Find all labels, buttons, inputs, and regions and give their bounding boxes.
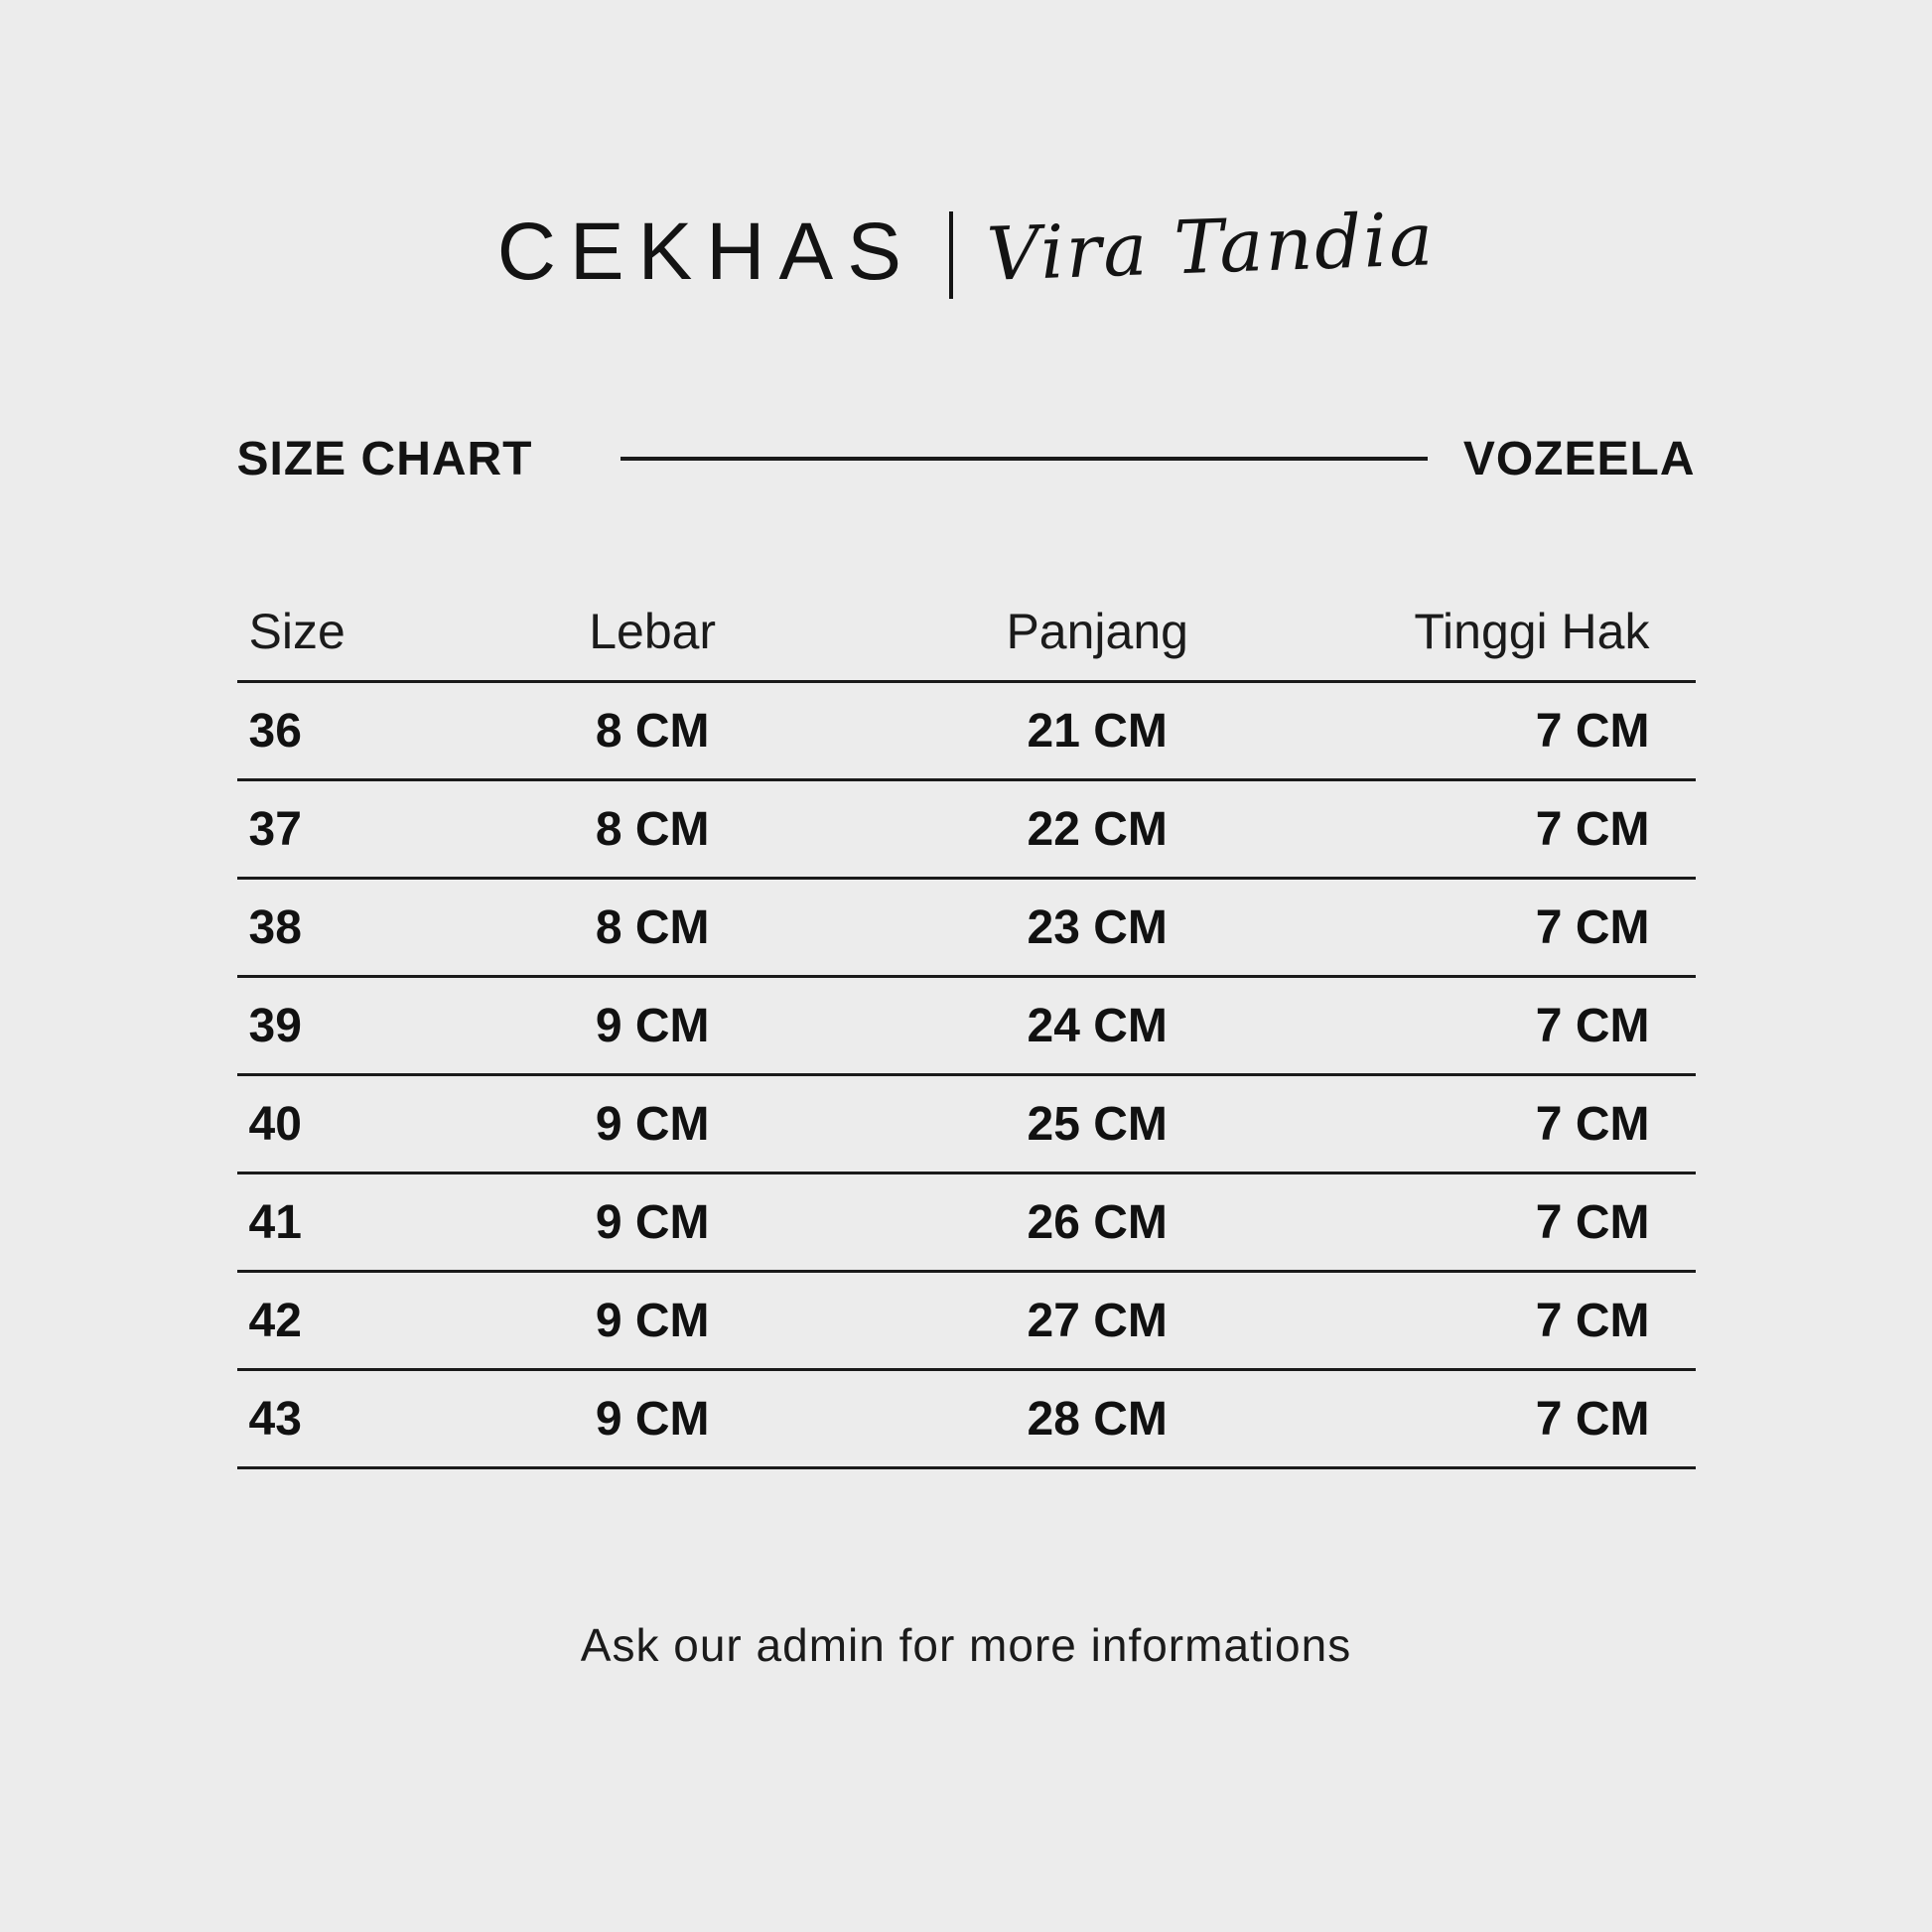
table-cell: 27 CM	[1027, 1294, 1168, 1347]
table-cell: 9 CM	[595, 1392, 710, 1446]
footer-note: Ask our admin for more informations	[580, 1619, 1352, 1671]
table-row: 39 9 CM 24 CM 7 CM	[236, 978, 1696, 1076]
size-table: Size Lebar Panjang Tinggi Hak 36 8 CM 21 CM 7 …	[236, 582, 1696, 1469]
brand-name: CEKHAS	[496, 207, 915, 297]
table-cell: 37	[248, 802, 302, 856]
section-divider-line	[620, 457, 1428, 461]
table-cell: 42	[248, 1294, 302, 1347]
brand-separator-bar	[948, 211, 953, 299]
table-row: 37 8 CM 22 CM 7 CM	[236, 781, 1696, 880]
table-cell: 43	[248, 1392, 302, 1446]
section-header: SIZE CHART VOZEELA	[237, 427, 1696, 490]
table-cell: 9 CM	[595, 1097, 710, 1151]
table-cell: 8 CM	[595, 704, 710, 758]
column-header-tinggi-hak: Tinggi Hak	[1414, 603, 1650, 659]
brand-signature: Vira Tandia	[985, 197, 1437, 298]
section-title: SIZE CHART	[236, 432, 533, 485]
table-cell: 8 CM	[595, 900, 710, 954]
table-cell: 36	[248, 704, 302, 758]
product-name: VOZEELA	[1462, 432, 1696, 485]
table-row: 42 9 CM 27 CM 7 CM	[236, 1273, 1696, 1371]
table-row: 43 9 CM 28 CM 7 CM	[236, 1371, 1696, 1469]
table-body: 36 8 CM 21 CM 7 CM 37 8 CM 22 CM 7 CM 38 8 CM 23 C…	[236, 683, 1696, 1469]
brand-logo: CEKHAS Vira Tandia	[237, 0, 1696, 328]
column-header-lebar: Lebar	[589, 603, 717, 659]
table-cell: 7 CM	[1535, 802, 1650, 856]
table-row: 40 9 CM 25 CM 7 CM	[236, 1076, 1696, 1174]
table-cell: 39	[248, 999, 302, 1052]
table-cell: 23 CM	[1027, 900, 1168, 954]
table-header-row: Size Lebar Panjang Tinggi Hak	[236, 582, 1696, 683]
table-cell: 7 CM	[1535, 704, 1650, 758]
table-cell: 7 CM	[1535, 1392, 1650, 1446]
table-cell: 25 CM	[1027, 1097, 1168, 1151]
table-cell: 26 CM	[1027, 1195, 1168, 1249]
table-cell: 7 CM	[1535, 1195, 1650, 1249]
content-area: CEKHAS Vira Tandia SIZE CHART VOZEELA Si…	[236, 0, 1696, 1672]
table-cell: 28 CM	[1027, 1392, 1168, 1446]
table-row: 41 9 CM 26 CM 7 CM	[236, 1174, 1696, 1273]
table-cell: 38	[248, 900, 302, 954]
table-cell: 41	[248, 1195, 302, 1249]
table-cell: 8 CM	[595, 802, 710, 856]
table-cell: 21 CM	[1027, 704, 1168, 758]
column-header-panjang: Panjang	[1006, 603, 1188, 659]
table-row: 38 8 CM 23 CM 7 CM	[236, 880, 1696, 978]
table-cell: 9 CM	[595, 1294, 710, 1347]
table-cell: 9 CM	[595, 1195, 710, 1249]
table-cell: 7 CM	[1535, 900, 1650, 954]
table-cell: 7 CM	[1535, 1097, 1650, 1151]
table-cell: 22 CM	[1027, 802, 1168, 856]
table-cell: 7 CM	[1535, 1294, 1650, 1347]
table-cell: 24 CM	[1027, 999, 1168, 1052]
table-cell: 9 CM	[595, 999, 710, 1052]
column-header-size: Size	[248, 603, 345, 659]
table-row: 36 8 CM 21 CM 7 CM	[236, 683, 1696, 781]
table-cell: 7 CM	[1535, 999, 1650, 1052]
table-cell: 40	[248, 1097, 302, 1151]
